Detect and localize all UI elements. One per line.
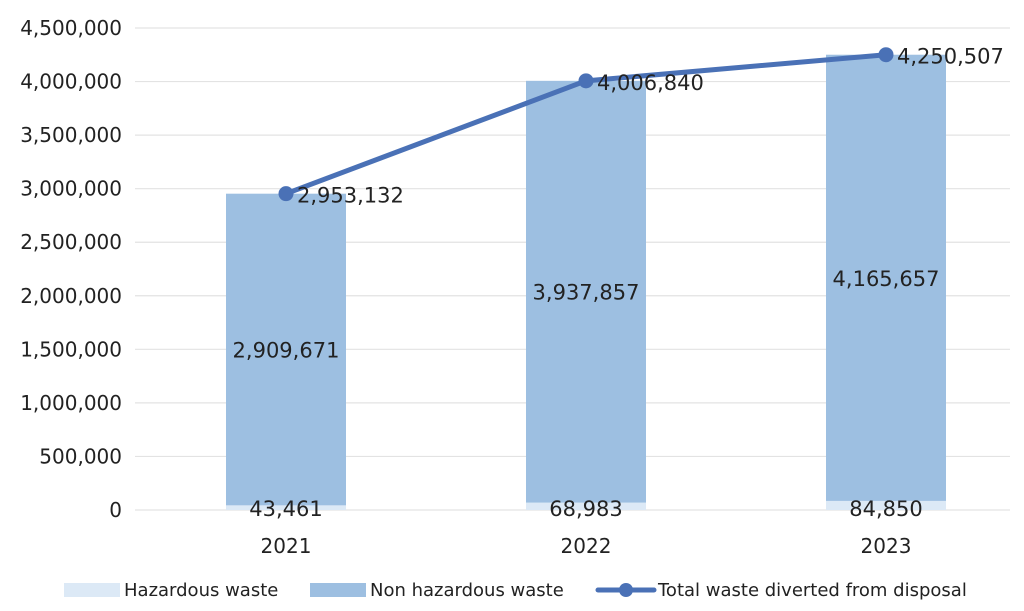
bar-non-hazardous-2022 bbox=[526, 80, 646, 503]
legend-label-total: Total waste diverted from disposal bbox=[657, 580, 967, 601]
data-label-hazardous: 43,461 bbox=[249, 497, 322, 521]
x-tick-label: 2023 bbox=[861, 534, 912, 558]
y-tick-label: 0 bbox=[109, 498, 122, 522]
y-tick-label: 1,500,000 bbox=[20, 337, 122, 361]
y-tick-label: 1,000,000 bbox=[20, 391, 122, 415]
legend-label-hazardous: Hazardous waste bbox=[124, 580, 278, 601]
data-label-non-hazardous: 3,937,857 bbox=[533, 281, 640, 305]
y-tick-label: 3,000,000 bbox=[20, 177, 122, 201]
total-line-marker bbox=[878, 47, 894, 63]
y-tick-label: 2,500,000 bbox=[20, 230, 122, 254]
bar-hazardous-2021 bbox=[226, 505, 346, 510]
total-line bbox=[278, 47, 894, 202]
y-tick-label: 4,500,000 bbox=[20, 16, 122, 40]
bar-hazardous-2023 bbox=[826, 500, 946, 510]
legend-swatch-hazardous bbox=[64, 583, 120, 597]
total-line-marker bbox=[278, 186, 294, 202]
legend: Hazardous waste Non hazardous waste Total … bbox=[64, 580, 967, 601]
data-label-non-hazardous: 4,165,657 bbox=[833, 267, 940, 291]
y-tick-label: 3,500,000 bbox=[20, 123, 122, 147]
data-label-total: 4,006,840 bbox=[597, 71, 704, 95]
bar-non-hazardous-2021 bbox=[226, 193, 346, 506]
bar-hazardous-2022 bbox=[526, 502, 646, 510]
data-labels: 43,461 2,909,671 68,983 3,937,857 84,850 4,16… bbox=[233, 45, 1004, 521]
data-label-hazardous: 68,983 bbox=[549, 497, 622, 521]
x-tick-label: 2022 bbox=[561, 534, 612, 558]
total-line-marker bbox=[578, 73, 594, 89]
data-label-non-hazardous: 2,909,671 bbox=[233, 339, 340, 363]
bar-non-hazardous-2023 bbox=[826, 54, 946, 501]
legend-label-non-hazardous: Non hazardous waste bbox=[370, 580, 564, 601]
data-label-hazardous: 84,850 bbox=[849, 497, 922, 521]
x-tick-label: 2021 bbox=[261, 534, 312, 558]
data-label-total: 2,953,132 bbox=[297, 184, 404, 208]
legend-swatch-non-hazardous bbox=[310, 583, 366, 597]
y-tick-label: 500,000 bbox=[39, 444, 122, 468]
y-tick-label: 4,000,000 bbox=[20, 70, 122, 94]
bars bbox=[226, 54, 946, 510]
data-label-total: 4,250,507 bbox=[897, 45, 1004, 69]
y-axis: 0 500,000 1,000,000 1,500,000 2,000,000 2,500… bbox=[20, 16, 122, 522]
legend-swatch-total-marker bbox=[619, 583, 633, 597]
x-axis: 2021 2022 2023 bbox=[261, 534, 912, 558]
y-tick-label: 2,000,000 bbox=[20, 284, 122, 308]
